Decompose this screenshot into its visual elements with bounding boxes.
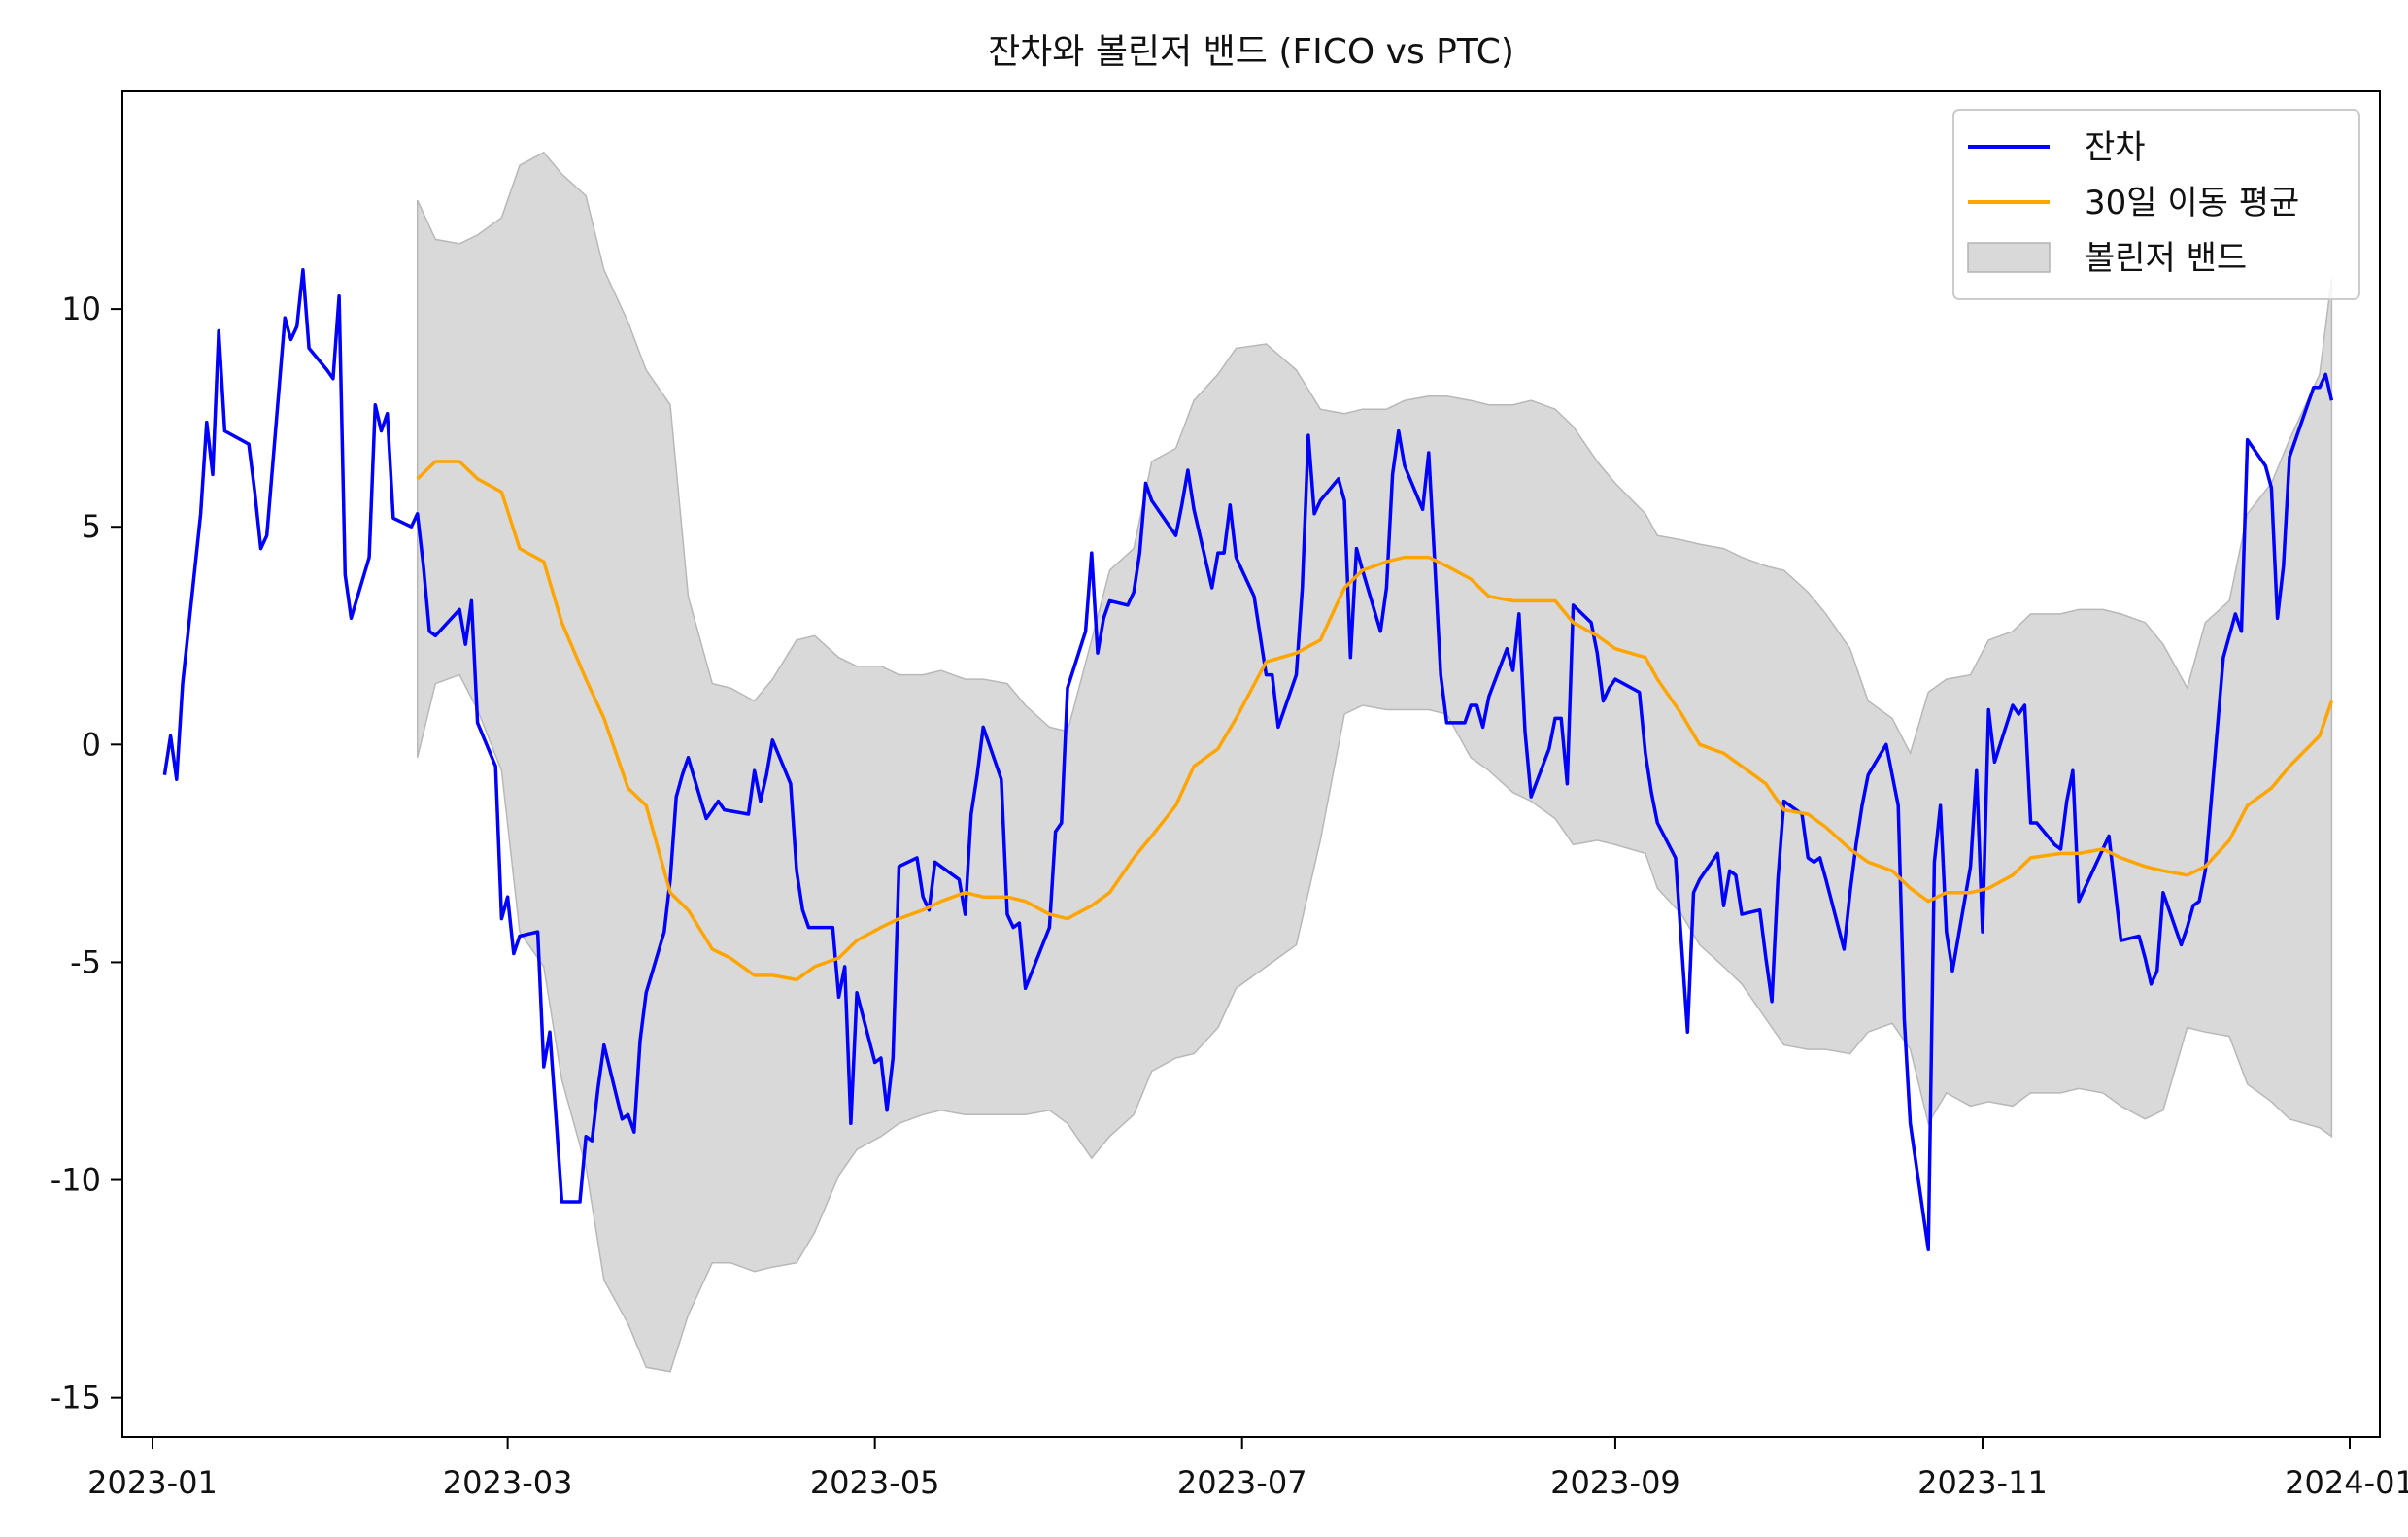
plot-area-frame [121,90,2381,1438]
chart-title: 잔차와 볼린저 밴드 (FICO vs PTC) [988,32,1514,72]
legend-label-residual: 잔차 [2085,128,2146,167]
series-line-layer [162,268,2334,1252]
legend-box [1952,109,2360,300]
x-tick-label: 2024-01 [2285,1464,2408,1501]
legend: 잔차 30일 이동 평균 볼린저 밴드 [1952,109,2360,300]
x-tick-label: 2023-07 [1177,1464,1307,1501]
y-tick-label: -10 [51,1162,101,1199]
moving-average-line [416,460,2334,982]
legend-swatch-bollinger-band [1967,242,2051,273]
x-tick-label: 2023-03 [443,1464,573,1501]
y-tick-label: 5 [82,508,101,545]
y-tick-label: 0 [82,726,101,763]
bollinger-band-area [416,151,2333,1373]
axis-layer: 2023-01 2023-03 2023-05 2023-07 2023-09 2023-… [51,290,2408,1501]
y-tick-label: -5 [70,943,101,980]
x-tick-label: 2023-05 [810,1464,940,1501]
x-tick-label: 2023-11 [1917,1464,2048,1501]
y-tick-label: -15 [51,1380,101,1417]
legend-label-moving-average: 30일 이동 평균 [2085,184,2299,222]
residual-line [162,268,2334,1252]
x-tick-label: 2023-01 [87,1464,218,1501]
x-tick-label: 2023-09 [1550,1464,1680,1501]
legend-label-bollinger-band: 볼린저 밴드 [2085,239,2247,278]
bollinger-band-layer [416,151,2333,1373]
y-tick-label: 10 [61,290,101,327]
